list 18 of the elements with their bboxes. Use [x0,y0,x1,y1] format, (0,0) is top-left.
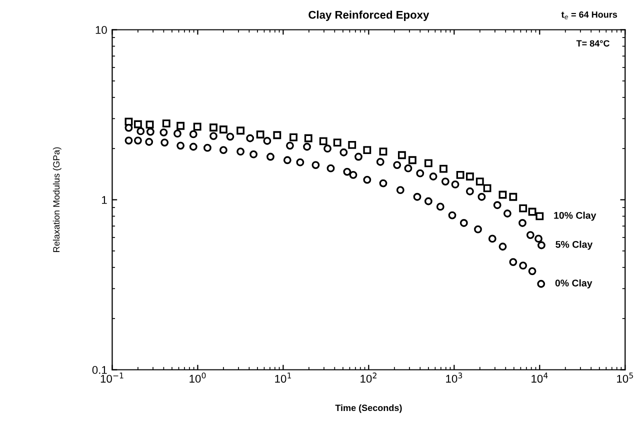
x-axis-title: Time (Seconds) [335,404,402,413]
series-label: 5% Clay [556,240,593,250]
series-label: 10% Clay [554,212,596,221]
x-tick-label: 10$^{5}$ [617,372,633,383]
chart-title: Clay Reinforced Epoxy [308,10,430,21]
y-axis-title: Relaxation Modulus (GPa) [52,147,62,252]
y-tick-label: 10 [96,26,107,34]
series-label: 0% Clay [555,279,592,288]
x-tick-label: 10$^{3}$ [446,372,462,383]
y-tick-label: 0.1 [92,366,107,374]
x-tick-label: 10$^{−1}$ [100,372,124,383]
annotation: T= 84°C [576,40,610,47]
x-tick-label: 10$^{4}$ [532,372,548,383]
text: t$_{e}$ = 64 Hours [561,11,618,20]
x-tick-label: 10$^{1}$ [275,372,291,383]
y-tick-label: 1 [102,196,107,204]
x-tick-label: 10$^{2}$ [360,372,376,383]
x-tick-label: 10$^{0}$ [190,372,206,383]
